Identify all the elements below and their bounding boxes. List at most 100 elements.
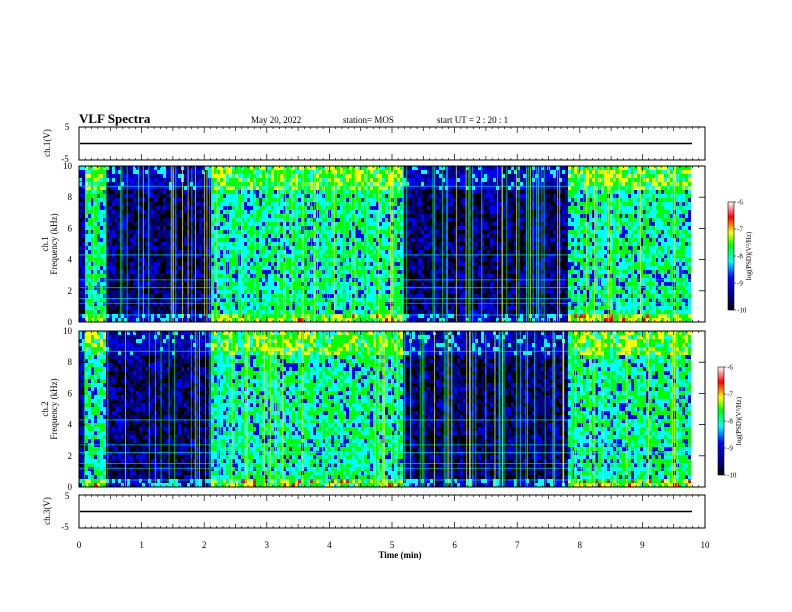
- spectrogram-cell: [331, 282, 334, 286]
- spectrogram-cell: [166, 182, 169, 186]
- spectrogram-cell: [451, 174, 454, 178]
- spectrogram-cell: [334, 214, 337, 218]
- spectrogram-cell: [481, 274, 484, 278]
- spectrogram-cell: [349, 318, 352, 322]
- spectrogram-cell: [127, 186, 130, 190]
- spectrogram-cell: [490, 166, 493, 170]
- spectrogram-cell: [220, 290, 223, 294]
- spectrogram-cell: [100, 178, 103, 182]
- spectrogram-cell: [124, 214, 127, 218]
- spectrogram-cell: [331, 298, 334, 302]
- spectrogram-cell: [214, 258, 217, 262]
- spectrogram-cell: [247, 250, 250, 254]
- spectrogram-cell: [178, 254, 181, 258]
- spectrogram-cell: [388, 234, 391, 238]
- spectrogram-cell: [472, 226, 475, 230]
- spectrogram-cell: [364, 246, 367, 250]
- spectrogram-cell: [85, 182, 88, 186]
- spectrogram-cell: [163, 178, 166, 182]
- spectrogram-cell: [130, 266, 133, 270]
- spectrogram-cell: [148, 214, 151, 218]
- spectrogram-cell: [367, 186, 370, 190]
- spectrogram-cell: [214, 314, 217, 318]
- spectrogram-cell: [202, 302, 205, 306]
- spectrogram-cell: [319, 270, 322, 274]
- spectrogram-cell: [175, 302, 178, 306]
- spectrogram-cell: [127, 318, 130, 322]
- spectrogram-cell: [385, 226, 388, 230]
- spectrogram-cell: [385, 234, 388, 238]
- spectrogram-cell: [223, 270, 226, 274]
- spectrogram-cell: [337, 190, 340, 194]
- spectrogram-cell: [325, 238, 328, 242]
- spectrogram-cell: [214, 266, 217, 270]
- spectrogram-cell: [220, 258, 223, 262]
- spectrogram-cell: [211, 246, 214, 250]
- spectrogram-cell: [415, 306, 418, 310]
- spectrogram-cell: [382, 186, 385, 190]
- spectrogram-cell: [268, 246, 271, 250]
- spectrogram-cell: [301, 194, 304, 198]
- spectrogram-cell: [97, 194, 100, 198]
- spectrogram-cell: [400, 178, 403, 182]
- spectrogram-cell: [145, 226, 148, 230]
- spectrogram-cell: [340, 230, 343, 234]
- spectrogram-cell: [499, 314, 502, 318]
- spectrogram-cell: [397, 238, 400, 242]
- spectrogram-cell: [430, 242, 433, 246]
- spectrogram-cell: [253, 238, 256, 242]
- spectrogram-cell: [193, 290, 196, 294]
- spectrogram-cell: [478, 314, 481, 318]
- spectrogram-cell: [442, 206, 445, 210]
- spectrogram-cell: [292, 282, 295, 286]
- spectrogram-cell: [145, 262, 148, 266]
- spectrogram-cell: [418, 242, 421, 246]
- spectrogram-cell: [220, 282, 223, 286]
- spectrogram-cell: [382, 166, 385, 170]
- spectrogram-cell: [115, 294, 118, 298]
- spectrogram-cell: [400, 274, 403, 278]
- spectrogram-cell: [223, 238, 226, 242]
- spectrogram-cell: [307, 218, 310, 222]
- spectrogram-cell: [214, 234, 217, 238]
- spectrogram-cell: [292, 254, 295, 258]
- spectrogram-cell: [100, 282, 103, 286]
- spectrogram-cell: [289, 166, 292, 170]
- spectrogram-cell: [199, 186, 202, 190]
- spectrogram-cell: [403, 194, 406, 198]
- spectrogram-cell: [268, 318, 271, 322]
- spectrogram-cell: [439, 250, 442, 254]
- spectrogram-cell: [472, 222, 475, 226]
- spectrogram-cell: [229, 266, 232, 270]
- spectrogram-cell: [274, 234, 277, 238]
- spectrogram-cell: [241, 222, 244, 226]
- spectrogram-cell: [475, 222, 478, 226]
- spectrogram-cell: [79, 314, 82, 318]
- spectrogram-cell: [121, 186, 124, 190]
- spectrogram-cell: [490, 242, 493, 246]
- spectrogram-cell: [295, 178, 298, 182]
- spectrogram-cell: [418, 226, 421, 230]
- spectrogram-cell: [454, 250, 457, 254]
- spectrogram-cell: [229, 262, 232, 266]
- spectrogram-cell: [397, 274, 400, 278]
- spectrogram-cell: [127, 218, 130, 222]
- spectrogram-cell: [214, 246, 217, 250]
- spectrogram-cell: [448, 182, 451, 186]
- spectrogram-cell: [304, 246, 307, 250]
- spectrogram-cell: [286, 226, 289, 230]
- spectrogram-cell: [307, 214, 310, 218]
- spectrogram-cell: [241, 206, 244, 210]
- spectrogram-cell: [277, 266, 280, 270]
- spectrogram-cell: [106, 254, 109, 258]
- spectrogram-cell: [94, 174, 97, 178]
- spectrogram-cell: [493, 222, 496, 226]
- spectrogram-cell: [421, 194, 424, 198]
- spectrogram-cell: [466, 202, 469, 206]
- spectrogram-cell: [250, 166, 253, 170]
- spectrogram-cell: [115, 242, 118, 246]
- spectrogram-cell: [244, 238, 247, 242]
- spectrogram-cell: [196, 298, 199, 302]
- spectrogram-cell: [241, 170, 244, 174]
- spectrogram-cell: [394, 202, 397, 206]
